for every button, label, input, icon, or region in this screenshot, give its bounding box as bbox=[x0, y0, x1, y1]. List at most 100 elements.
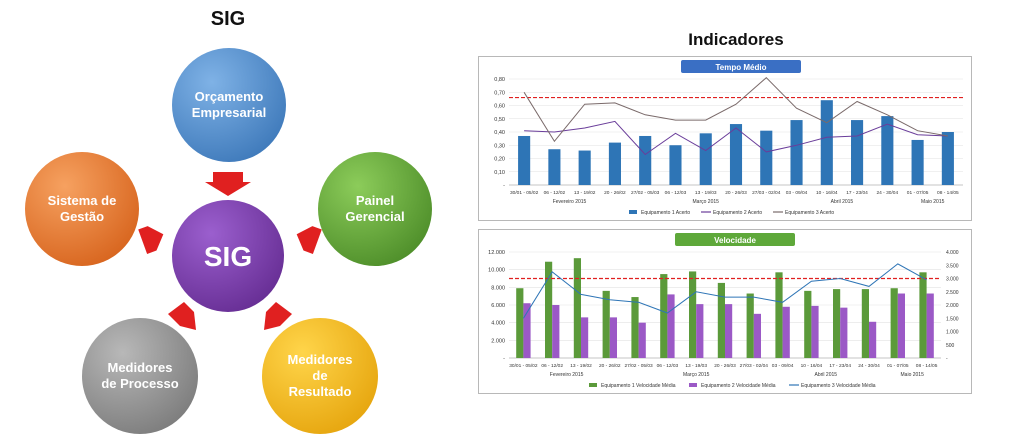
node-processo: Medidores de Processo bbox=[82, 318, 198, 434]
bar bbox=[523, 303, 531, 358]
bar bbox=[753, 313, 761, 358]
y2-tick-label: 500 bbox=[946, 343, 955, 349]
bar bbox=[696, 304, 704, 358]
y-tick-label: 8.000 bbox=[491, 285, 505, 291]
x-tick-label: 24 - 30/04 bbox=[858, 363, 880, 369]
y-tick-label: 0,30 bbox=[494, 143, 505, 149]
arrow-from-processo bbox=[168, 302, 196, 330]
y2-tick-label: 1.500 bbox=[946, 316, 959, 322]
legend-swatch bbox=[589, 383, 597, 387]
y-tick-label: 0,40 bbox=[494, 130, 505, 136]
bar bbox=[516, 288, 524, 358]
x-tick-label: 01 - 07/05 bbox=[887, 363, 909, 369]
legend-label: Equipamento 1 Acerto bbox=[641, 210, 690, 216]
x-tick-label: 27/02 - 05/03 bbox=[631, 190, 660, 196]
legend-label: Equipamento 2 Acerto bbox=[713, 210, 762, 216]
bar bbox=[926, 293, 934, 358]
chart-velocidade: Velocidade 12.000 10.000 8.000 6.000 4.000 2.0… bbox=[478, 229, 972, 394]
x-tick-label: 20 - 26/02 bbox=[599, 363, 621, 369]
month-label: Abril 2015 bbox=[831, 199, 854, 205]
legend-label: Equipamento 2 Velocidade Média bbox=[701, 383, 776, 389]
arrow-from-painel bbox=[296, 226, 322, 254]
x-tick-label: 03 - 09/04 bbox=[786, 190, 808, 196]
node-resultado: Medidores de Resultado bbox=[262, 318, 378, 434]
x-tick-label: 08 - 14/05 bbox=[916, 363, 938, 369]
bar bbox=[573, 258, 581, 358]
bar bbox=[881, 116, 894, 185]
x-tick-label: 20 - 26/03 bbox=[725, 190, 747, 196]
y-tick-label: 2.000 bbox=[491, 338, 505, 344]
chart-tempo-medio-svg: Tempo Médio 0,80 0,70 0,60 0,50 0,40 0,30 0,20 0… bbox=[494, 60, 963, 216]
bar bbox=[578, 150, 591, 185]
node-center-sig: SIG bbox=[172, 200, 284, 312]
bar bbox=[667, 294, 675, 358]
y2-tick-label: 2.000 bbox=[946, 303, 959, 309]
bar bbox=[890, 288, 898, 358]
x-tick-label: 30/01 - 05/02 bbox=[509, 363, 538, 369]
legend-swatch bbox=[629, 210, 637, 214]
y2-tick-label: 1.000 bbox=[946, 330, 959, 336]
series-line bbox=[523, 77, 948, 143]
bar bbox=[548, 149, 561, 185]
bar bbox=[897, 293, 905, 358]
bar bbox=[689, 271, 697, 358]
y2-tick-label: 4.000 bbox=[946, 250, 959, 256]
x-tick-label: 10 - 16/04 bbox=[801, 363, 823, 369]
bar bbox=[790, 120, 803, 185]
bar bbox=[602, 290, 610, 358]
diagram-title: SIG bbox=[210, 8, 246, 30]
arrow-from-resultado bbox=[264, 302, 292, 330]
y-tick-label: 0,70 bbox=[494, 90, 505, 96]
bar bbox=[869, 321, 877, 358]
y-tick-label: 12.000 bbox=[488, 250, 505, 256]
bar bbox=[782, 306, 790, 358]
bar bbox=[919, 272, 927, 358]
bar bbox=[725, 304, 733, 358]
x-tick-label: 27/02 - 05/03 bbox=[624, 363, 653, 369]
bar bbox=[729, 124, 743, 185]
bar bbox=[811, 305, 819, 358]
month-label: Março 2015 bbox=[693, 199, 720, 205]
x-tick-label: 06 - 12/02 bbox=[544, 190, 566, 196]
month-label: Maio 2015 bbox=[921, 199, 945, 205]
y-tick-label: 0,80 bbox=[494, 77, 505, 83]
arrow-from-orcamento bbox=[205, 172, 251, 196]
y-tick-label: 10.000 bbox=[488, 268, 505, 274]
x-tick-label: 13 - 19/03 bbox=[695, 190, 717, 196]
series-line bbox=[524, 120, 948, 156]
bar bbox=[717, 282, 725, 358]
bar bbox=[638, 322, 646, 358]
y-tick-label: 6.000 bbox=[491, 303, 505, 309]
x-tick-label: 30/01 - 05/02 bbox=[510, 190, 539, 196]
y2-tick-label: - bbox=[946, 356, 948, 362]
legend-label: Equipamento 1 Velocidade Média bbox=[601, 383, 676, 389]
bar bbox=[775, 272, 783, 358]
node-gestao: Sistema de Gestão bbox=[25, 152, 139, 266]
bar bbox=[631, 297, 639, 358]
bar bbox=[518, 135, 531, 185]
x-tick-label: 13 - 19/02 bbox=[570, 363, 592, 369]
chart-title-banner bbox=[675, 233, 795, 246]
month-label: Fevereiro 2015 bbox=[553, 199, 587, 205]
x-tick-label: 01 - 07/05 bbox=[907, 190, 929, 196]
y2-tick-label: 3.000 bbox=[946, 277, 959, 283]
y2-tick-label: 3.500 bbox=[946, 263, 959, 269]
x-tick-label: 08 - 14/05 bbox=[937, 190, 959, 196]
bar bbox=[804, 290, 812, 358]
legend-label: Equipamento 3 Acerto bbox=[785, 210, 834, 216]
bar bbox=[669, 145, 682, 185]
bar bbox=[545, 261, 553, 358]
arrow-from-gestao bbox=[138, 226, 164, 254]
bar bbox=[609, 317, 617, 358]
legend-swatch bbox=[689, 383, 697, 387]
month-label: Maio 2015 bbox=[901, 372, 925, 378]
x-tick-label: 10 - 16/04 bbox=[816, 190, 838, 196]
month-label: Fevereiro 2015 bbox=[550, 372, 584, 378]
x-tick-label: 24 - 30/04 bbox=[877, 190, 899, 196]
month-label: Março 2015 bbox=[683, 372, 710, 378]
y-tick-label: - bbox=[503, 356, 505, 362]
chart-velocidade-svg: Velocidade 12.000 10.000 8.000 6.000 4.000 2.0… bbox=[488, 233, 959, 389]
x-tick-label: 13 - 19/02 bbox=[574, 190, 596, 196]
diagram-arrows bbox=[138, 172, 322, 330]
x-tick-label: 06 - 12/03 bbox=[665, 190, 687, 196]
